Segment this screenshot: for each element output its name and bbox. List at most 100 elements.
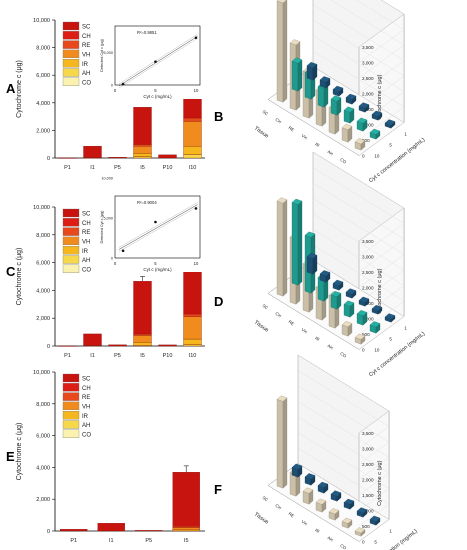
- bar-segment: [133, 153, 152, 157]
- tissue-tick-label: AH: [327, 149, 335, 156]
- conc-tick-label: 1: [389, 528, 392, 533]
- y-axis-label: Cytochrome c (μg): [16, 248, 23, 306]
- bar3d-side: [297, 59, 303, 92]
- inset-x-tick-label: 0: [114, 261, 117, 266]
- grid-line: [312, 213, 405, 304]
- panel-label-e: E: [6, 449, 15, 464]
- x-tick-label: P10: [163, 353, 173, 359]
- panel-c-inset: 0 5 10 0 5,000 10,000 Cyt c (mg/mL) Detected Cy…: [100, 177, 206, 272]
- bar3d-top: [304, 231, 316, 238]
- x-tick-label: I10: [189, 353, 197, 359]
- y-tick-label: 0: [47, 156, 50, 162]
- y-tick-label: 6,000: [36, 261, 50, 267]
- bar3d-front: [291, 60, 299, 92]
- y-tick-label: 6,000: [36, 73, 50, 79]
- bar-segment: [108, 157, 127, 159]
- bar3d-top: [354, 333, 366, 340]
- bar3d-top: [315, 498, 327, 505]
- legend-swatch: [62, 401, 80, 411]
- bar-segment: [183, 338, 202, 345]
- x-tick-label: I1: [90, 165, 95, 171]
- legend-swatch: [62, 31, 80, 40]
- legend-label: RE: [82, 43, 90, 49]
- bar-segment: [172, 472, 200, 527]
- inset-y-tick-label: 0: [111, 257, 113, 261]
- legend-label: IR: [82, 249, 89, 255]
- legend-label: SC: [82, 377, 91, 383]
- bar3d-top: [302, 487, 314, 494]
- bar3d-top: [343, 498, 355, 505]
- x-tick-label: P10: [163, 165, 173, 171]
- y-tick-label: 8,000: [36, 46, 50, 52]
- z-tick-label: 3,500: [362, 431, 374, 436]
- tissue-axis-label: Tissue: [253, 320, 270, 334]
- conc-tick-label: 1: [404, 325, 407, 330]
- z-tick-label: 0: [362, 154, 365, 159]
- tissue-axis-label: Tissue: [253, 126, 270, 140]
- bar-segment: [133, 144, 152, 147]
- z-tick-label: 3,500: [362, 45, 374, 50]
- inset-frame: [114, 195, 201, 259]
- x-tick-label: P5: [145, 538, 152, 544]
- inset-x-tick-label: 0: [114, 88, 117, 93]
- tissue-tick-label: IR: [314, 527, 320, 533]
- bar3d-top: [345, 288, 357, 295]
- grid-line: [330, 0, 405, 79]
- bar3d-top: [317, 481, 329, 488]
- conc-tick-label: 10: [374, 347, 380, 352]
- y-axis-label: Cytochrome c (μg): [16, 423, 23, 481]
- bar-segment: [97, 523, 125, 532]
- grid-line: [312, 19, 405, 110]
- tissue-tick-label: SC: [262, 303, 270, 310]
- conc-axis-label: Cyt c concentration (mg/mL): [368, 137, 426, 184]
- fit-band-lower: [118, 38, 198, 89]
- y-tick-label: 4,000: [36, 288, 50, 294]
- x-tick-label: P1: [64, 165, 71, 171]
- y-tick-label: 8,000: [36, 402, 50, 408]
- bar3d-top: [276, 197, 288, 204]
- bar3d-top: [276, 395, 288, 402]
- inset-x-tick-label: 5: [154, 261, 157, 266]
- bar-segment: [133, 107, 152, 145]
- z-axis-label: Cytochrome c (μg): [377, 74, 383, 120]
- inset-data-point: [121, 82, 125, 86]
- z-tick-label: 2,000: [362, 286, 374, 291]
- bar-segment: [83, 333, 102, 346]
- bar-segment: [183, 146, 202, 155]
- bar-segment: [172, 529, 200, 532]
- legend-swatch: [62, 77, 80, 86]
- legend-swatch: [62, 68, 80, 77]
- panel-e-chart: 0 2,000 4,000 6,000 8,000 10,000 Cytochrome c …: [16, 370, 205, 544]
- tissue-tick-label: CH: [274, 117, 282, 125]
- conc-axis-label: Cyt c concentration (mg/mL): [368, 331, 426, 378]
- bar-segment: [183, 121, 202, 147]
- legend-swatch: [62, 236, 80, 246]
- panel-label-c: C: [6, 264, 16, 279]
- bar3d-top: [291, 198, 303, 205]
- z-tick-label: 3,000: [362, 255, 374, 260]
- y-tick-label: 10,000: [33, 205, 50, 211]
- legend-swatch: [62, 218, 80, 227]
- fit-band-upper: [118, 202, 198, 248]
- tissue-tick-label: CO: [339, 157, 348, 165]
- tissue-tick-label: AH: [327, 343, 335, 350]
- fit-line: [118, 204, 198, 250]
- bar3d-top: [369, 515, 381, 522]
- inset-y-tick-label: 10,000: [101, 177, 113, 181]
- bar3d-side: [297, 200, 303, 286]
- panel-d-chart3d: 05001,0001,5002,0002,5003,0003,500Cytoch…: [253, 151, 426, 378]
- z-tick-label: 3,500: [362, 239, 374, 244]
- inset-x-tick-label: 5: [154, 88, 157, 93]
- y-tick-label: 8,000: [36, 233, 50, 239]
- bar3d-front: [306, 65, 314, 81]
- legend-swatch: [62, 420, 80, 429]
- bar-segment: [172, 527, 200, 531]
- bar3d-top: [354, 138, 366, 145]
- z-tick-label: 0: [362, 348, 365, 353]
- inset-data-point: [194, 36, 198, 40]
- tissue-tick-label: CH: [274, 311, 282, 319]
- inset-y-label: Detected Cyt c (μg): [100, 38, 104, 72]
- bar-segment: [183, 316, 202, 340]
- legend-label: CO: [82, 80, 91, 86]
